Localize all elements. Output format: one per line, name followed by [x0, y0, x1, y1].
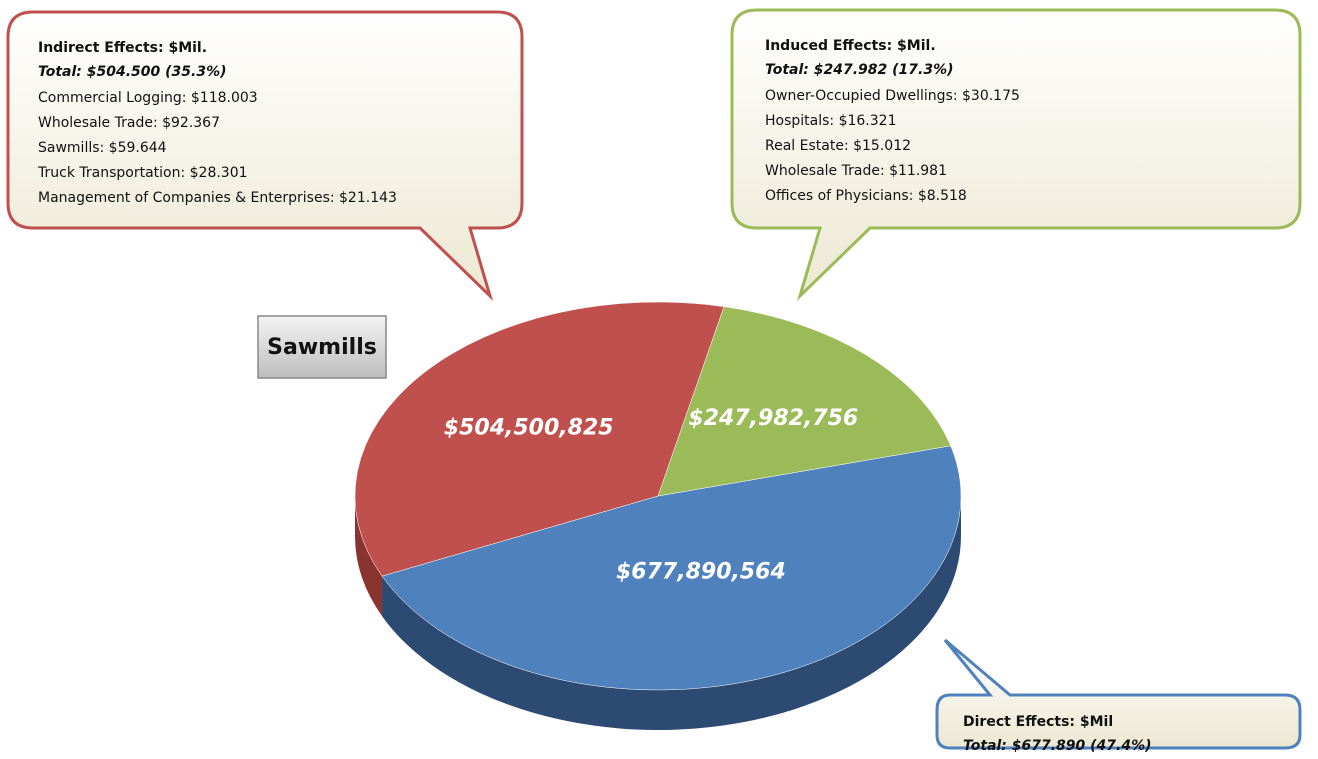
value-label: $677,890,564	[616, 560, 786, 585]
title-box	[257, 315, 387, 379]
callout-item: Management of Companies & Enterprises: $…	[38, 190, 397, 206]
pie: $677,890,564 $504,500,825 $247,982,756	[354, 301, 962, 731]
callout-item: Owner-Occupied Dwellings: $30.175	[765, 88, 1020, 104]
callout-item: Hospitals: $16.321	[765, 113, 896, 129]
callout-total: Total: $677.890 (47.4%)	[963, 738, 1152, 754]
callout-total: Total: $247.982 (17.3%)	[765, 62, 954, 78]
slice	[381, 445, 962, 691]
callout-item: Offices of Physicians: $8.518	[765, 188, 967, 204]
callout-item: Wholesale Trade: $92.367	[38, 115, 220, 131]
slice-side	[355, 496, 383, 617]
slice	[657, 306, 952, 497]
chart-title: Sawmills	[267, 335, 377, 360]
callout-bubble	[935, 638, 1302, 750]
callout-item: Real Estate: $15.012	[765, 138, 911, 154]
slice-side	[382, 496, 961, 731]
value-label: $504,500,825	[444, 416, 614, 441]
value-label: $247,982,756	[688, 406, 858, 431]
callout-heading: Induced Effects: $Mil.	[765, 38, 936, 54]
slice	[354, 301, 725, 577]
callout-bubble	[6, 10, 524, 302]
callout-item: Commercial Logging: $118.003	[38, 90, 258, 106]
callout-item: Sawmills: $59.644	[38, 140, 167, 156]
callout-total: Total: $504.500 (35.3%)	[38, 64, 227, 80]
callout-item: Wholesale Trade: $11.981	[765, 163, 947, 179]
callout-item: Truck Transportation: $28.301	[37, 165, 248, 181]
callout-heading: Indirect Effects: $Mil.	[38, 40, 207, 56]
callout-bubble	[730, 8, 1302, 302]
callout-heading: Direct Effects: $Mil	[963, 714, 1113, 730]
callouts: Indirect Effects: $Mil. Total: $504.500 (…	[37, 38, 1152, 754]
